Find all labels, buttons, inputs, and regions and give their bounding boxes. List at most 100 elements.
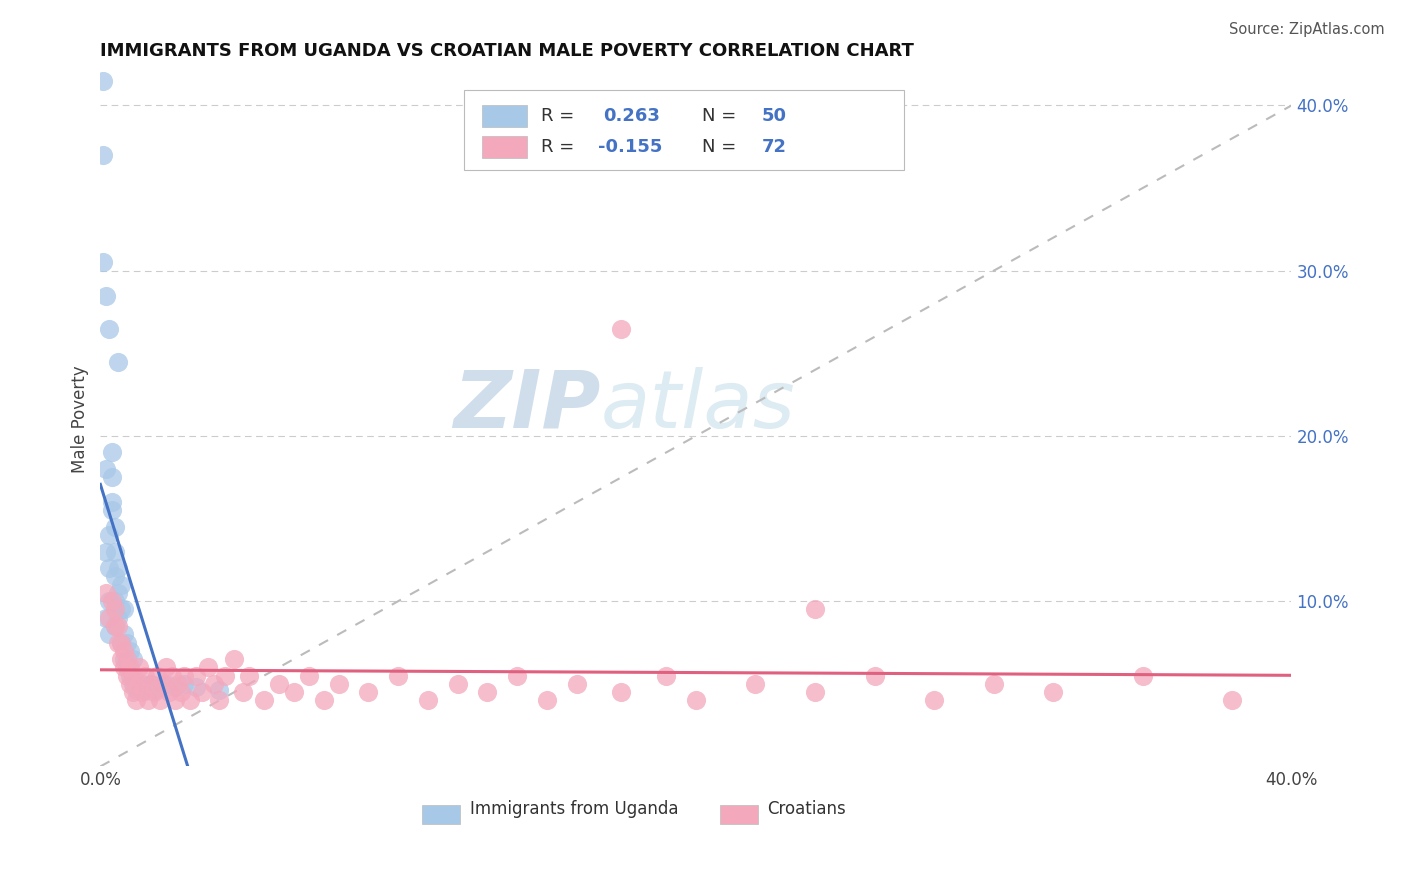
Point	[179, 693, 201, 707]
Point	[115, 660, 138, 674]
Point	[110, 577, 132, 591]
Point	[983, 677, 1005, 691]
Text: Croatians: Croatians	[768, 800, 846, 818]
Point	[163, 693, 186, 707]
Point	[112, 660, 135, 674]
Point	[96, 462, 118, 476]
Point	[91, 73, 114, 87]
Point	[149, 680, 172, 694]
Point	[610, 685, 633, 699]
Point	[1220, 693, 1243, 707]
Point	[112, 627, 135, 641]
Point	[101, 594, 124, 608]
Point	[139, 677, 162, 691]
Text: N =: N =	[702, 107, 742, 125]
Point	[104, 544, 127, 558]
Point	[96, 586, 118, 600]
Point	[184, 680, 207, 694]
Point	[120, 668, 142, 682]
Point	[139, 677, 162, 691]
Text: 50: 50	[762, 107, 786, 125]
Point	[128, 660, 150, 674]
Point	[184, 668, 207, 682]
Point	[155, 660, 177, 674]
Point	[214, 668, 236, 682]
Text: -0.155: -0.155	[598, 137, 662, 156]
Point	[208, 693, 231, 707]
Point	[328, 677, 350, 691]
Point	[107, 586, 129, 600]
Point	[149, 693, 172, 707]
Point	[173, 677, 195, 691]
Point	[238, 668, 260, 682]
Point	[120, 660, 142, 674]
Point	[107, 611, 129, 625]
Text: 72: 72	[762, 137, 786, 156]
Point	[122, 652, 145, 666]
Point	[744, 677, 766, 691]
Point	[115, 668, 138, 682]
Point	[152, 677, 174, 691]
Point	[232, 685, 254, 699]
Point	[101, 495, 124, 509]
Point	[98, 321, 121, 335]
Point	[112, 652, 135, 666]
FancyBboxPatch shape	[720, 805, 758, 824]
Point	[142, 685, 165, 699]
Point	[104, 619, 127, 633]
Point	[110, 635, 132, 649]
Point	[104, 619, 127, 633]
Point	[131, 677, 153, 691]
Point	[224, 652, 246, 666]
Text: Immigrants from Uganda: Immigrants from Uganda	[470, 800, 678, 818]
Point	[536, 693, 558, 707]
Point	[163, 680, 186, 694]
Point	[610, 321, 633, 335]
Point	[136, 680, 159, 694]
FancyBboxPatch shape	[481, 136, 527, 158]
Point	[122, 685, 145, 699]
Point	[112, 644, 135, 658]
Point	[122, 668, 145, 682]
Point	[104, 602, 127, 616]
Point	[122, 677, 145, 691]
Point	[98, 528, 121, 542]
Text: Source: ZipAtlas.com: Source: ZipAtlas.com	[1229, 22, 1385, 37]
Point	[91, 255, 114, 269]
Point	[134, 668, 156, 682]
Point	[115, 652, 138, 666]
FancyBboxPatch shape	[481, 105, 527, 128]
Point	[506, 668, 529, 682]
Point	[863, 668, 886, 682]
Point	[157, 685, 180, 699]
Point	[253, 693, 276, 707]
Point	[312, 693, 335, 707]
Point	[115, 635, 138, 649]
Point	[98, 561, 121, 575]
Point	[125, 693, 148, 707]
Point	[166, 677, 188, 691]
Point	[416, 693, 439, 707]
Text: 0.263: 0.263	[603, 107, 659, 125]
Point	[96, 611, 118, 625]
Point	[283, 685, 305, 699]
Point	[104, 520, 127, 534]
Point	[804, 602, 827, 616]
FancyBboxPatch shape	[422, 805, 460, 824]
Point	[387, 668, 409, 682]
Point	[128, 677, 150, 691]
Y-axis label: Male Poverty: Male Poverty	[72, 366, 89, 474]
Point	[110, 652, 132, 666]
Point	[107, 561, 129, 575]
Text: ZIP: ZIP	[453, 367, 600, 444]
Point	[922, 693, 945, 707]
Point	[101, 503, 124, 517]
Point	[101, 470, 124, 484]
Point	[197, 660, 219, 674]
Point	[298, 668, 321, 682]
Point	[565, 677, 588, 691]
Point	[96, 544, 118, 558]
Point	[104, 594, 127, 608]
Point	[101, 445, 124, 459]
Point	[112, 602, 135, 616]
